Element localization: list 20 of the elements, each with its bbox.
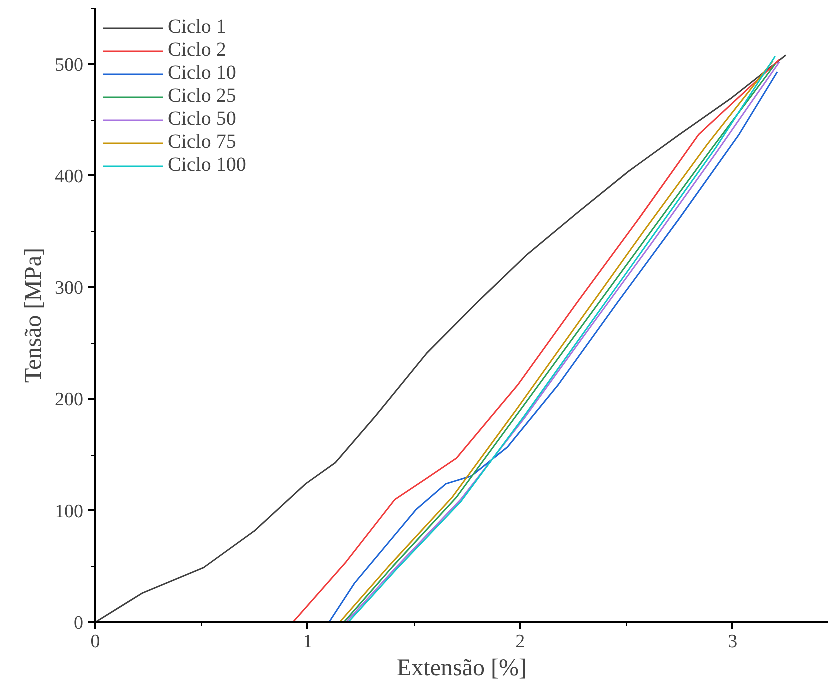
- x-tick-label: 0: [90, 632, 100, 652]
- legend-label: Ciclo 10: [168, 62, 236, 85]
- y-axis-title: Tensão [MPa]: [21, 248, 47, 383]
- y-tick-label: 200: [55, 390, 84, 411]
- y-tick-label: 500: [55, 54, 84, 76]
- y-tick-label: 100: [55, 501, 84, 522]
- legend-label: Ciclo 1: [168, 16, 226, 39]
- line-series: [96, 54, 787, 622]
- x-axis-title: Extensão [%]: [397, 656, 527, 682]
- legend-label: Ciclo 75: [168, 131, 236, 154]
- legend-label: Ciclo 25: [168, 85, 236, 108]
- x-tick-label: 1: [303, 632, 313, 652]
- y-tick-label: 400: [55, 166, 84, 188]
- y-tick-label: 300: [55, 278, 84, 300]
- legend-label: Ciclo 100: [168, 154, 246, 177]
- x-tick-label: 3: [728, 632, 738, 652]
- y-tick-label: 0: [74, 613, 84, 634]
- x-tick-label: 2: [516, 632, 526, 652]
- legend-label: Ciclo 50: [168, 108, 236, 131]
- legend-label: Ciclo 2: [168, 39, 226, 62]
